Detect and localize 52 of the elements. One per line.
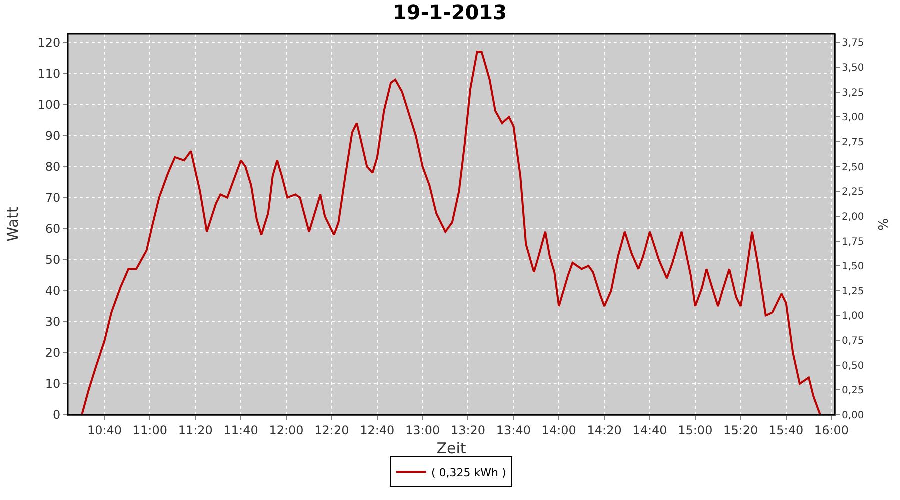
x-tick-label: 13:00 [406, 423, 440, 438]
y2-tick-label: 0,25 [842, 386, 864, 397]
y2-tick-label: 3,50 [842, 63, 864, 74]
y-tick-label: 40 [45, 284, 61, 298]
y2-tick-label: 1,00 [842, 311, 864, 322]
x-tick-label: 14:40 [632, 423, 668, 438]
x-tick-label: 13:40 [496, 423, 531, 438]
x-tick-label: 15:20 [724, 423, 758, 438]
y-axis-title: Watt [4, 206, 22, 242]
y-tick-label: 110 [38, 66, 61, 81]
x-tick-label: 12:20 [314, 423, 350, 438]
y2-tick-label: 1,50 [842, 262, 864, 273]
y2-tick-label: 3,75 [842, 38, 864, 50]
y-tick-label: 70 [45, 191, 61, 206]
y2-tick-label: 0,00 [842, 410, 864, 422]
y-tick-label: 90 [45, 128, 61, 143]
chart-title: 19-1-2013 [392, 0, 508, 24]
y2-tick-label: 2,50 [842, 162, 864, 174]
y-tick-label: 0 [52, 408, 61, 422]
y2-tick-label: 3,25 [842, 88, 864, 99]
x-tick-label: 10:40 [87, 423, 122, 438]
x-tick-label: 11:40 [224, 423, 258, 438]
y2-tick-label: 0,50 [842, 360, 864, 372]
line-series [81, 51, 822, 415]
x-tick-label: 15:40 [769, 423, 804, 438]
y2-tick-label: 1,75 [842, 236, 864, 248]
y-tick-label: 20 [45, 346, 61, 360]
y-tick-label: 120 [38, 36, 61, 50]
y-tick-label: 10 [45, 377, 61, 392]
x-tick-label: 11:20 [178, 423, 213, 438]
x-tick-label: 12:40 [360, 423, 395, 438]
y2-tick-label: 2,75 [842, 137, 864, 148]
legend-label: ( 0,325 kWh ) [432, 466, 506, 480]
y-tick-label: 100 [38, 98, 61, 112]
y2-tick-label: 3,00 [842, 112, 864, 124]
x-axis-title: Zeit [436, 439, 466, 458]
y2-tick-label: 0,75 [842, 336, 864, 348]
y-tick-label: 60 [45, 222, 61, 236]
x-tick-label: 13:20 [450, 423, 486, 438]
y-tick-label: 50 [45, 253, 61, 268]
x-tick-label: 12:00 [269, 423, 304, 438]
x-tick-label: 14:00 [542, 423, 576, 438]
y2-tick-label: 2,00 [842, 212, 864, 223]
x-tick-label: 14:20 [587, 423, 622, 438]
y-tick-label: 30 [45, 315, 61, 330]
y2-tick-label: 2,25 [842, 187, 864, 198]
x-tick-label: 11:00 [132, 423, 168, 438]
y2-axis-title: % [876, 218, 892, 231]
x-tick-label: 16:00 [814, 423, 850, 438]
y2-tick-label: 1,25 [842, 286, 864, 298]
x-tick-label: 15:00 [678, 423, 713, 438]
y-tick-label: 80 [45, 160, 61, 174]
